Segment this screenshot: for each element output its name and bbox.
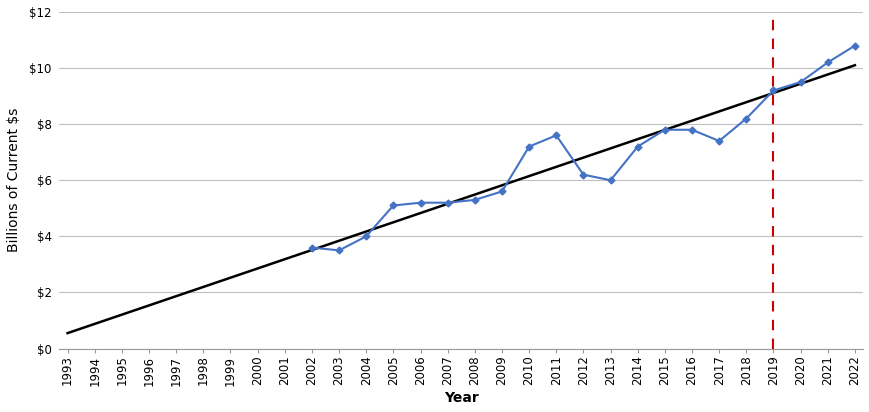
Y-axis label: Billions of Current $s: Billions of Current $s <box>7 108 21 253</box>
X-axis label: Year: Year <box>443 391 478 405</box>
